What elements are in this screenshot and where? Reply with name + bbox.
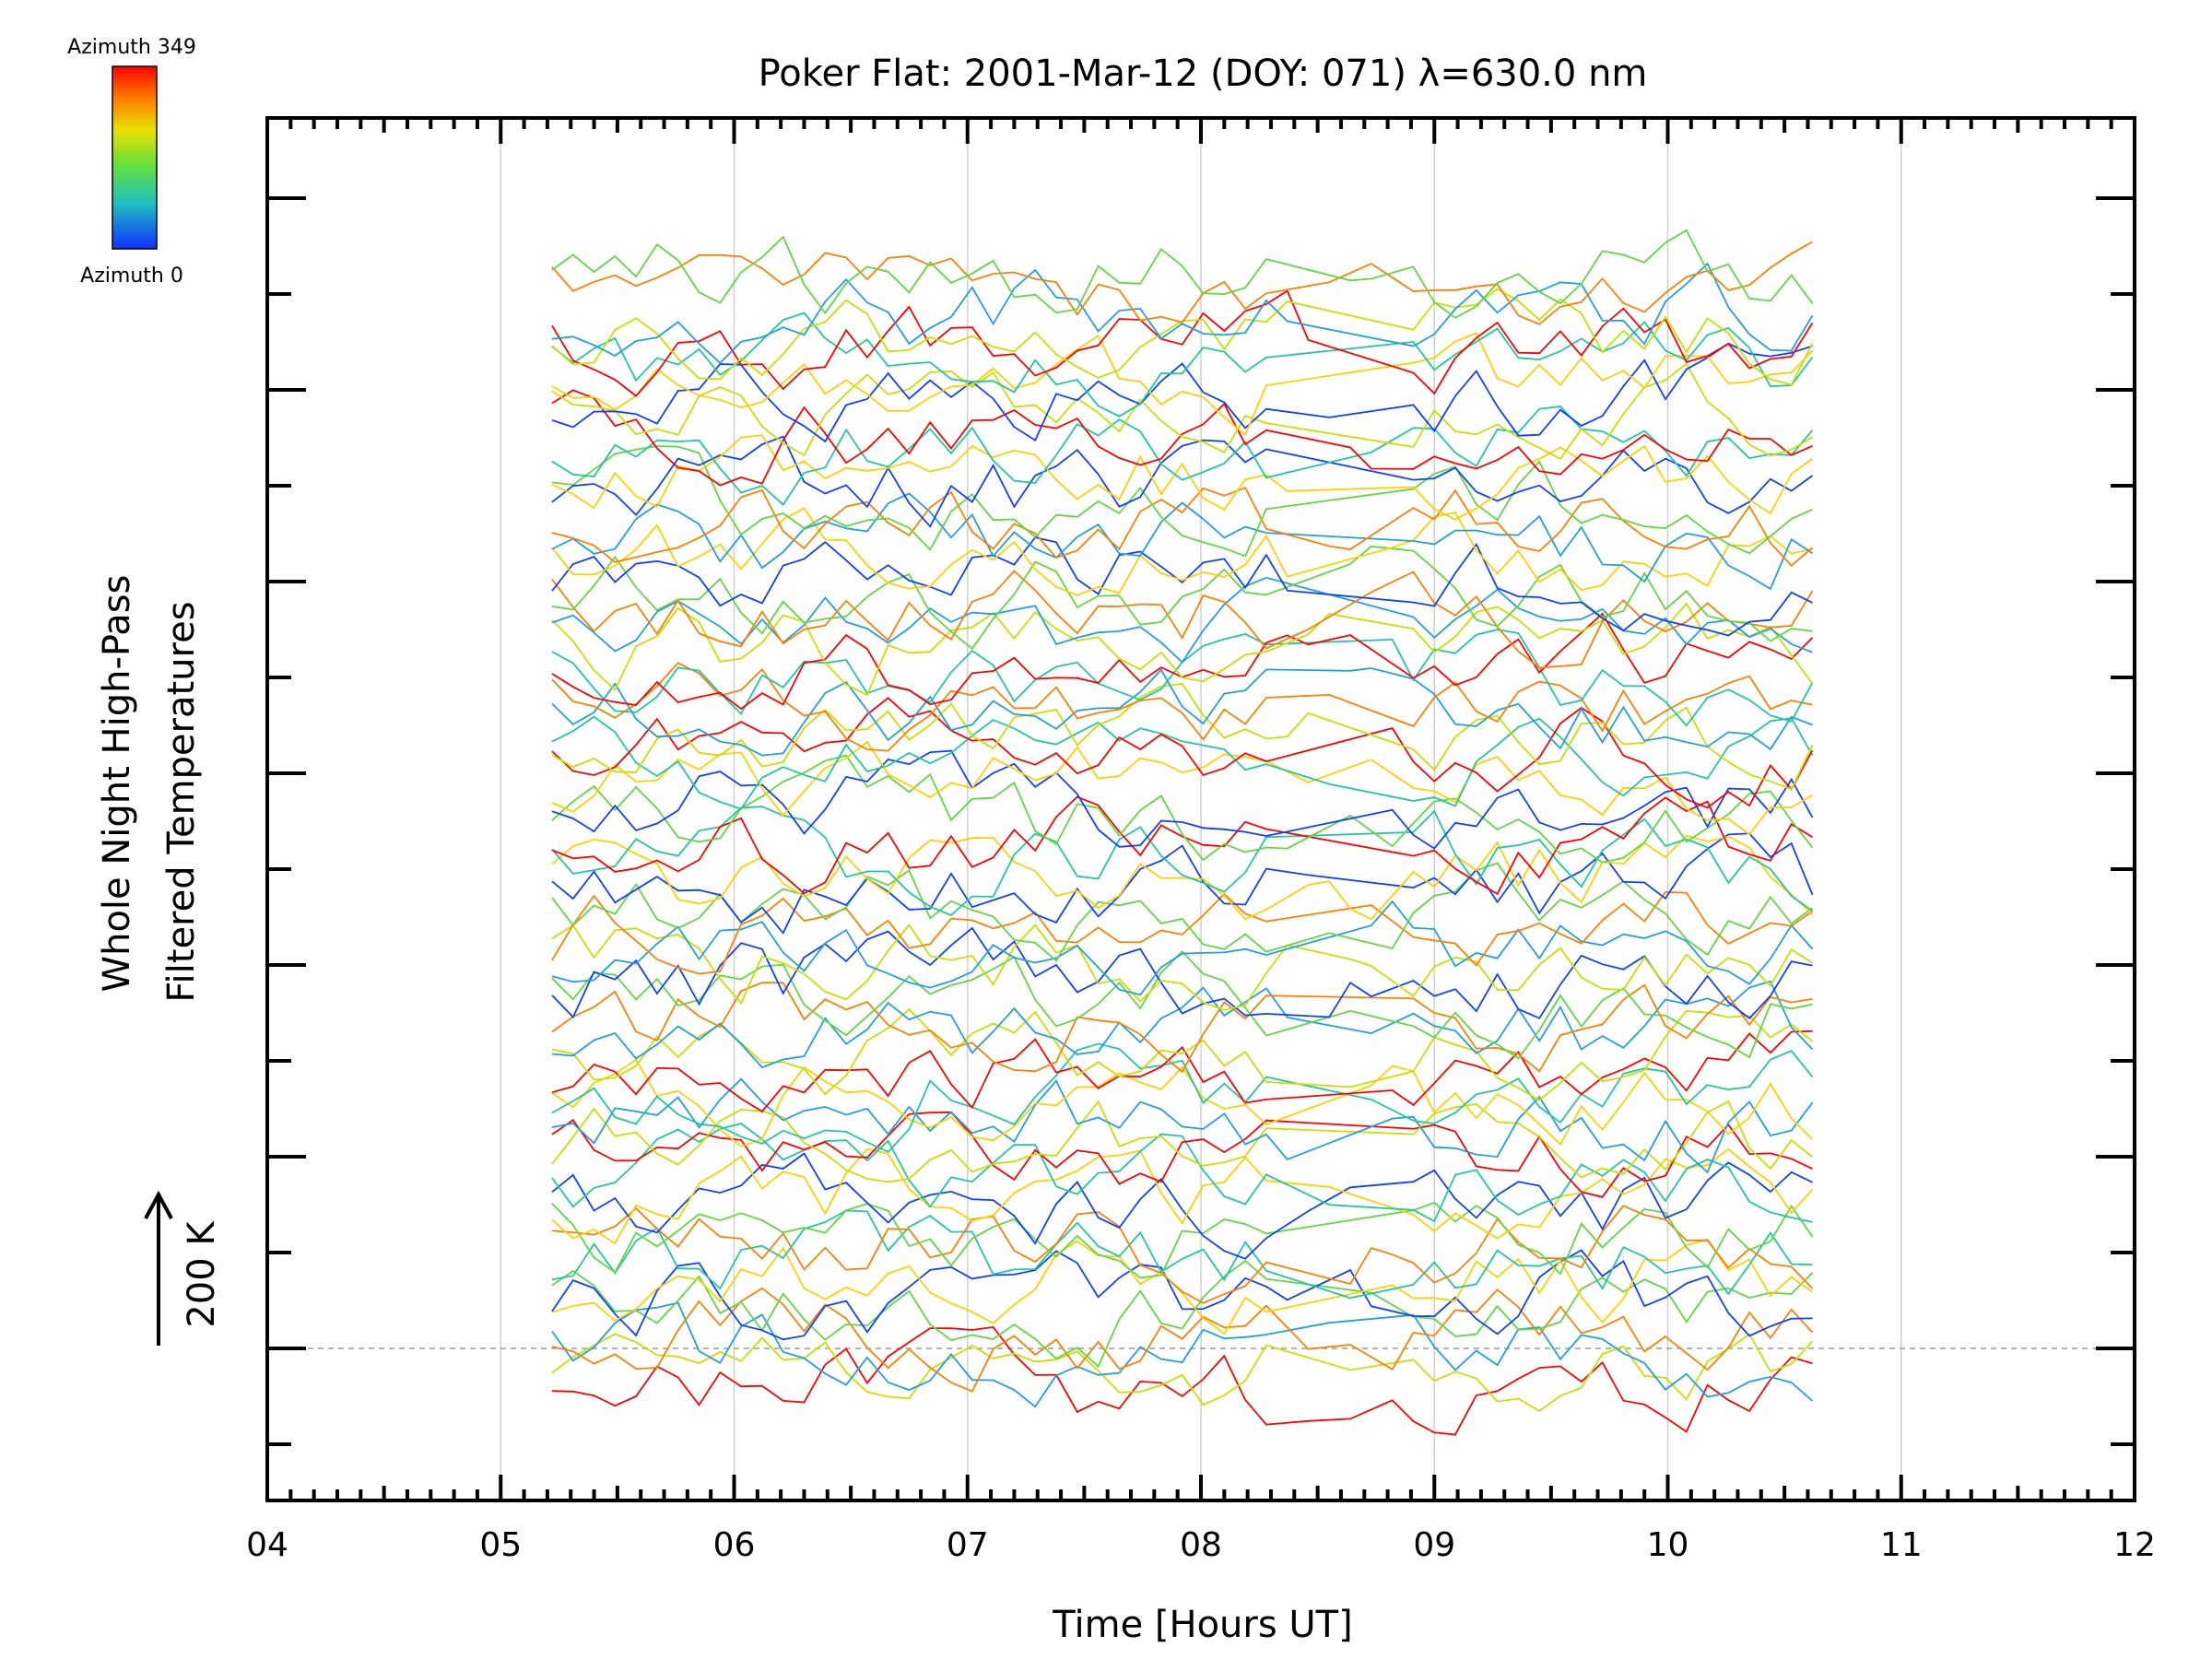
temperature-trace xyxy=(551,612,1814,711)
temperature-trace xyxy=(551,926,1813,1020)
x-tick-label: 11 xyxy=(1880,1526,1923,1564)
temperature-trace xyxy=(551,1201,1814,1279)
temperature-trace xyxy=(551,434,1814,521)
scale-label: 200 K xyxy=(181,1220,223,1328)
temperature-trace xyxy=(551,342,1813,443)
temperature-trace xyxy=(551,749,1814,850)
temperature-trace xyxy=(551,923,1813,1011)
grid-lines xyxy=(267,118,2135,1500)
y-axis-title-line2: Filtered Temperatures xyxy=(160,601,203,1002)
colorbar xyxy=(112,65,158,250)
x-axis: 04 05 06 07 08 09 10 11 12 xyxy=(246,118,2156,1564)
temperature-trace xyxy=(551,1058,1814,1147)
temperature-trace xyxy=(551,1259,1814,1368)
temperature-trace xyxy=(551,389,1813,487)
temperature-trace xyxy=(551,662,1813,752)
temperature-trace xyxy=(551,795,1813,896)
x-tick-label: 06 xyxy=(713,1526,756,1564)
temperature-trace xyxy=(551,262,1814,365)
temperature-trace xyxy=(551,312,1814,418)
temperature-trace xyxy=(551,332,1814,437)
y-axis-title-line1: Whole Night High-Pass xyxy=(96,575,138,993)
scale-arrow-icon xyxy=(144,1190,173,1346)
temperature-trace xyxy=(551,1147,1814,1245)
temperature-trace xyxy=(551,1111,1813,1198)
temperature-trace xyxy=(551,1007,1814,1101)
y-axis-ticks xyxy=(267,196,2135,1446)
temperature-trace xyxy=(551,570,1814,669)
temperature-trace xyxy=(551,754,1814,864)
temperature-trace xyxy=(551,1123,1813,1223)
temperature-trace xyxy=(551,288,1814,386)
temperature-trace xyxy=(551,1205,1814,1304)
temperature-trace xyxy=(551,667,1813,757)
temperature-trace xyxy=(551,545,1813,651)
temperature-trace xyxy=(551,406,1814,506)
colorbar-bottom-label: Azimuth 0 xyxy=(80,265,183,288)
temperature-trace xyxy=(551,492,1813,591)
x-tick-label: 09 xyxy=(1413,1526,1455,1564)
x-tick-label: 05 xyxy=(479,1526,522,1564)
temperature-trace xyxy=(551,980,1814,1069)
temperature-trace xyxy=(551,602,1814,697)
temperature-trace xyxy=(551,1287,1814,1393)
x-tick-label: 10 xyxy=(1647,1526,1689,1564)
temperature-trace xyxy=(551,1152,1813,1260)
x-tick-label: 12 xyxy=(2113,1526,2156,1564)
temperature-trace xyxy=(551,982,1813,1074)
temperature-trace xyxy=(551,487,1814,567)
temperature-trace xyxy=(551,834,1814,921)
trace-group xyxy=(551,229,1814,1436)
temperature-trace xyxy=(551,715,1814,810)
temperature-trace xyxy=(551,890,1814,975)
temperature-trace xyxy=(551,697,1814,809)
temperature-trace xyxy=(551,1100,1814,1183)
temperature-trace xyxy=(551,241,1813,325)
temperature-trace xyxy=(551,1030,1813,1113)
temperature-trace xyxy=(551,629,1814,727)
temperature-trace xyxy=(551,536,1813,637)
colorbar-top-label: Azimuth 349 xyxy=(67,36,196,59)
x-tick-label: 07 xyxy=(947,1526,989,1564)
temperature-trace xyxy=(551,229,1814,319)
x-tick-label: 08 xyxy=(1180,1526,1222,1564)
x-tick-label: 04 xyxy=(246,1526,288,1564)
temperature-trace xyxy=(551,445,1813,558)
temperature-trace xyxy=(551,832,1814,935)
temperature-trace xyxy=(551,1301,1814,1408)
temperature-trace xyxy=(551,1077,1814,1174)
temperature-trace xyxy=(551,1238,1814,1335)
temperature-trace xyxy=(551,362,1813,460)
temperature-trace xyxy=(551,740,1813,836)
temperature-trace xyxy=(551,1042,1814,1153)
temperature-trace xyxy=(551,1333,1814,1412)
temperature-trace xyxy=(551,900,1814,996)
temperature-trace xyxy=(551,862,1814,962)
chart-title: Poker Flat: 2001-Mar-12 (DOY: 071) λ=630… xyxy=(759,53,1648,95)
temperature-trace xyxy=(551,1325,1813,1436)
x-axis-title: Time [Hours UT] xyxy=(1052,1604,1352,1646)
